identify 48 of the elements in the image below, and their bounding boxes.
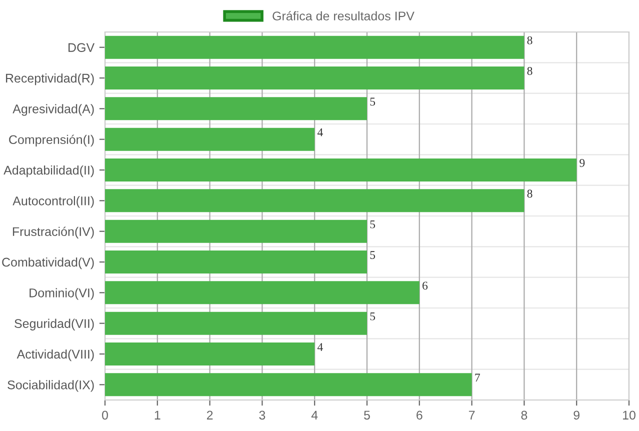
data-label: 5 — [370, 312, 376, 320]
x-tick-label: 5 — [364, 410, 370, 420]
x-tick-label: 7 — [468, 410, 475, 420]
x-tick-label: 8 — [521, 410, 528, 420]
y-tick-label: Adaptabilidad(II) — [4, 165, 94, 178]
y-tick-label: Dominio(VI) — [30, 288, 94, 300]
y-tick-label: Receptividad(R) — [6, 73, 94, 86]
data-label: 5 — [370, 98, 376, 106]
data-label: 5 — [370, 220, 376, 228]
bar — [105, 158, 577, 182]
data-label: 4 — [317, 128, 323, 136]
x-tick-label: 9 — [574, 410, 580, 420]
y-tick-label: DGV — [68, 43, 95, 52]
x-tick-label: 6 — [416, 410, 422, 420]
x-tick-label: 10 — [623, 410, 636, 420]
y-tick-label: Agresividad(A) — [12, 104, 94, 116]
bar — [105, 281, 420, 304]
data-label: 8 — [527, 66, 532, 75]
y-tick-label: Comprensión(I) — [9, 134, 94, 147]
data-label: 8 — [527, 190, 532, 198]
y-tick-label: Sociabilidad(IX) — [8, 380, 94, 392]
bar — [105, 220, 367, 243]
y-tick-label: Combatividad(V) — [2, 257, 94, 270]
y-tick-label: Actividad(VIII) — [16, 349, 94, 362]
bar — [105, 250, 367, 274]
bar — [105, 342, 315, 366]
x-tick-label: 4 — [311, 410, 318, 420]
x-tick-label: 0 — [102, 410, 108, 420]
data-label: 9 — [580, 159, 585, 167]
bar — [105, 66, 524, 90]
y-tick-label: Seguridad(VII) — [14, 318, 94, 330]
x-tick-label: 3 — [259, 410, 266, 420]
bar — [105, 312, 367, 335]
x-tick-label: 1 — [154, 410, 160, 420]
bar — [105, 189, 524, 212]
data-label: 5 — [370, 251, 376, 259]
y-tick-label: Frustración(IV) — [12, 226, 94, 239]
data-label: 4 — [317, 343, 323, 351]
bar — [105, 128, 315, 151]
x-tick-label: 2 — [206, 410, 213, 420]
bar — [105, 97, 367, 120]
data-label: 6 — [422, 282, 428, 290]
legend-label: Gráfica de resultados IPV — [272, 11, 414, 20]
y-tick-label: Autocontrol(III) — [12, 196, 94, 208]
data-label: 8 — [527, 36, 532, 44]
data-label: 7 — [475, 374, 480, 382]
bar — [105, 373, 472, 396]
bar — [105, 36, 524, 59]
